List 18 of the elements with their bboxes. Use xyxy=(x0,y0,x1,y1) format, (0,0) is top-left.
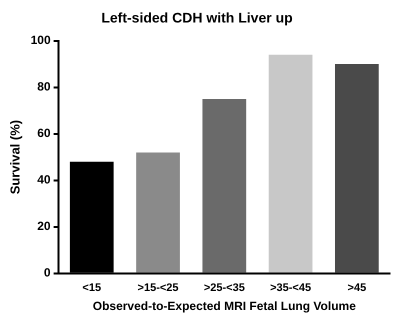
bar xyxy=(334,64,379,272)
y-tick-label: 0 xyxy=(44,266,51,280)
x-tick-label: <15 xyxy=(82,282,102,294)
x-tick-label: >25-<35 xyxy=(204,282,245,294)
bar xyxy=(268,54,312,272)
y-tick-label: 20 xyxy=(37,219,51,234)
y-tick-label: 100 xyxy=(30,33,51,48)
x-tick-label: >15-<25 xyxy=(138,282,179,294)
bar xyxy=(136,152,180,272)
y-tick-label: 40 xyxy=(37,172,51,187)
x-axis-title: Observed-to-Expected MRI Fetal Lung Volume xyxy=(92,299,356,314)
y-tick-label: 60 xyxy=(37,126,51,140)
x-tick-label: >45 xyxy=(348,282,366,294)
chart-title: Left-sided CDH with Liver up xyxy=(101,9,293,26)
y-tick-label: 80 xyxy=(37,80,51,94)
bar xyxy=(202,98,246,272)
y-axis-title: Survival (%) xyxy=(7,120,22,194)
x-tick-label: >35-<45 xyxy=(270,282,312,294)
